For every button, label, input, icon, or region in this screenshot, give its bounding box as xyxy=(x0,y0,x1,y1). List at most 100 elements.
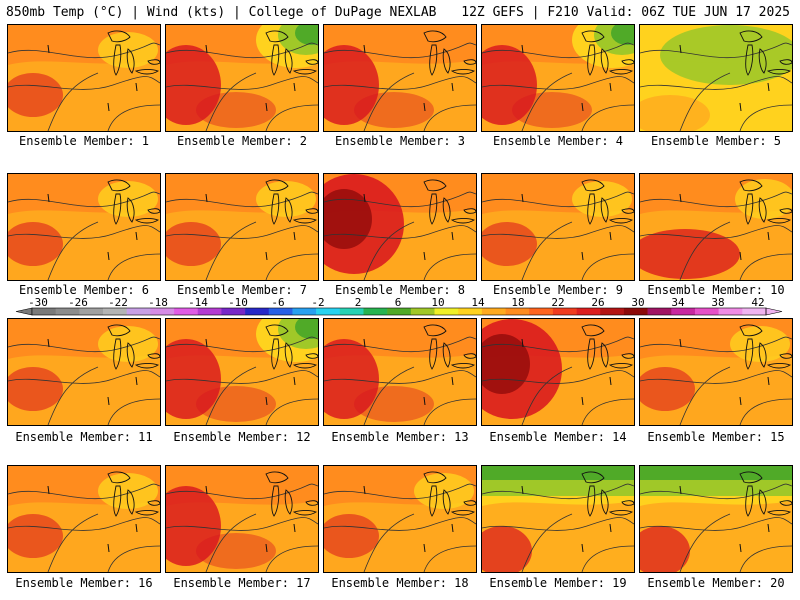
colorbar-swatch xyxy=(55,308,80,315)
temperature-field xyxy=(8,25,160,131)
colorbar-tick-label: 14 xyxy=(471,296,485,309)
ensemble-map-8 xyxy=(323,173,477,281)
colorbar-tick-label: -30 xyxy=(28,296,48,309)
colorbar-swatch xyxy=(600,308,625,315)
temperature-field xyxy=(640,25,792,131)
member-caption: Ensemble Member: 15 xyxy=(647,430,785,444)
colorbar-tick-label: -26 xyxy=(68,296,88,309)
ensemble-map-12 xyxy=(165,318,319,426)
member-caption: Ensemble Member: 5 xyxy=(650,134,782,148)
colorbar-swatch xyxy=(316,308,341,315)
colorbar-swatch xyxy=(32,308,56,315)
colorbar-swatch xyxy=(363,308,388,315)
colorbar-svg: -30 -26 -22 -18 -14 -10 -6 -2 2 6 10 14 18 22 26 30 34 38… xyxy=(15,296,783,316)
colorbar-swatch xyxy=(221,308,246,315)
colorbar-swatch xyxy=(694,308,719,315)
temperature-field xyxy=(482,466,634,572)
temperature-field xyxy=(482,25,634,131)
member-caption: Ensemble Member: 17 xyxy=(173,576,311,590)
colorbar-tick-label: -14 xyxy=(188,296,208,309)
member-caption: Ensemble Member: 16 xyxy=(15,576,153,590)
colorbar-swatch xyxy=(434,308,459,315)
member-caption: Ensemble Member: 6 xyxy=(18,283,150,297)
colorbar: -30 -26 -22 -18 -14 -10 -6 -2 2 6 10 14 18 22 26 30 34 38… xyxy=(0,296,800,320)
member-caption: Ensemble Member: 12 xyxy=(173,430,311,444)
colorbar-right-arrow xyxy=(765,307,783,316)
colorbar-swatch xyxy=(742,308,767,315)
member-caption: Ensemble Member: 20 xyxy=(647,576,785,590)
colorbar-swatch xyxy=(245,308,270,315)
colorbar-tick-label: 42 xyxy=(751,296,764,309)
colorbar-tick-label: 10 xyxy=(431,296,444,309)
member-caption: Ensemble Member: 11 xyxy=(15,430,153,444)
temperature-field xyxy=(8,174,160,280)
colorbar-tick-label: 6 xyxy=(395,296,402,309)
temperature-field xyxy=(324,466,476,572)
ensemble-map-3 xyxy=(323,24,477,132)
colorbar-swatch xyxy=(481,308,506,315)
ensemble-map-15 xyxy=(639,318,793,426)
ensemble-map-19 xyxy=(481,465,635,573)
temperature-field xyxy=(640,174,792,280)
colorbar-swatch xyxy=(150,308,175,315)
temperature-field xyxy=(324,174,476,280)
temperature-field xyxy=(324,25,476,131)
colorbar-tick-label: -2 xyxy=(311,296,324,309)
colorbar-swatch xyxy=(647,308,672,315)
member-caption: Ensemble Member: 18 xyxy=(331,576,469,590)
ensemble-map-4 xyxy=(481,24,635,132)
temperature-field xyxy=(166,25,318,131)
colorbar-tick-label: -18 xyxy=(148,296,168,309)
colorbar-tick-label: -22 xyxy=(108,296,128,309)
temperature-field xyxy=(640,466,792,572)
ensemble-map-20 xyxy=(639,465,793,573)
colorbar-tick-label: 22 xyxy=(551,296,564,309)
colorbar-tick-label: -6 xyxy=(271,296,284,309)
temperature-field xyxy=(8,319,160,425)
map-title: 850mb Temp (°C) | Wind (kts) | College o… xyxy=(6,5,437,20)
member-caption: Ensemble Member: 9 xyxy=(492,283,624,297)
temperature-field xyxy=(166,174,318,280)
colorbar-tick-label: -10 xyxy=(228,296,248,309)
ensemble-map-17 xyxy=(165,465,319,573)
colorbar-swatch xyxy=(387,308,412,315)
colorbar-swatch xyxy=(671,308,696,315)
colorbar-tick-label: 34 xyxy=(671,296,685,309)
ensemble-map-16 xyxy=(7,465,161,573)
member-caption: Ensemble Member: 2 xyxy=(176,134,308,148)
ensemble-map-2 xyxy=(165,24,319,132)
ensemble-map-7 xyxy=(165,173,319,281)
ensemble-map-11 xyxy=(7,318,161,426)
colorbar-left-arrow xyxy=(15,307,33,316)
colorbar-tick-label: 2 xyxy=(355,296,362,309)
member-caption: Ensemble Member: 8 xyxy=(334,283,466,297)
colorbar-tick-label: 18 xyxy=(511,296,524,309)
member-caption: Ensemble Member: 19 xyxy=(489,576,627,590)
colorbar-swatch xyxy=(339,308,364,315)
member-caption: Ensemble Member: 7 xyxy=(176,283,308,297)
colorbar-swatch xyxy=(410,308,435,315)
temperature-field xyxy=(8,466,160,572)
temperature-field xyxy=(166,319,318,425)
member-caption: Ensemble Member: 10 xyxy=(647,283,785,297)
colorbar-tick-label: 30 xyxy=(631,296,644,309)
colorbar-swatch xyxy=(197,308,222,315)
colorbar-swatch xyxy=(718,308,743,315)
ensemble-map-9 xyxy=(481,173,635,281)
temperature-field xyxy=(482,174,634,280)
colorbar-swatch xyxy=(552,308,577,315)
temperature-field xyxy=(324,319,476,425)
colorbar-tick-label: 38 xyxy=(711,296,724,309)
member-caption: Ensemble Member: 13 xyxy=(331,430,469,444)
colorbar-swatch xyxy=(529,308,554,315)
colorbar-swatch xyxy=(126,308,151,315)
colorbar-swatch xyxy=(458,308,483,315)
colorbar-swatch xyxy=(174,308,199,315)
member-caption: Ensemble Member: 3 xyxy=(334,134,466,148)
ensemble-map-6 xyxy=(7,173,161,281)
header: 850mb Temp (°C) | Wind (kts) | College o… xyxy=(0,0,800,24)
member-caption: Ensemble Member: 1 xyxy=(18,134,150,148)
temperature-field xyxy=(640,319,792,425)
valid-time: 12Z GEFS | F210 Valid: 06Z TUE JUN 17 20… xyxy=(461,5,790,20)
member-caption: Ensemble Member: 4 xyxy=(492,134,624,148)
